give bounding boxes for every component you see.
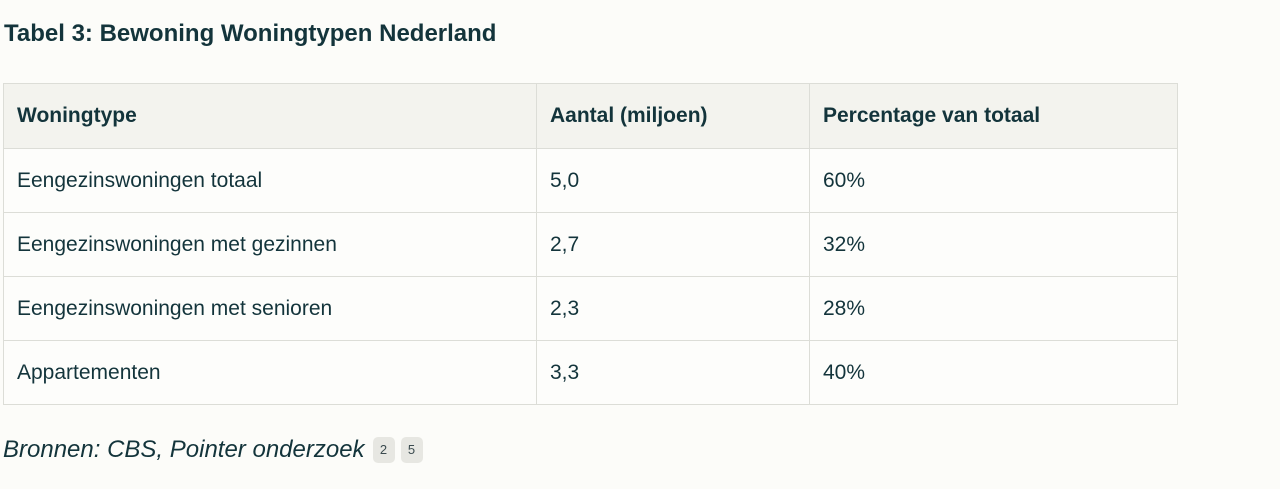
citation-badge[interactable]: 2: [372, 437, 395, 463]
housing-types-table: Woningtype Aantal (miljoen) Percentage v…: [3, 83, 1178, 405]
header-aantal: Aantal (miljoen): [536, 83, 810, 149]
cell-percentage: 32%: [809, 212, 1178, 277]
table-row: Appartementen 3,3 40%: [3, 340, 1178, 405]
cell-percentage: 60%: [809, 148, 1178, 213]
cell-percentage: 28%: [809, 276, 1178, 341]
table-row: Eengezinswoningen met senioren 2,3 28%: [3, 276, 1178, 341]
cell-percentage: 40%: [809, 340, 1178, 405]
citation-badge[interactable]: 5: [400, 437, 423, 463]
table-row: Eengezinswoningen met gezinnen 2,7 32%: [3, 212, 1178, 277]
cell-woningtype: Eengezinswoningen met gezinnen: [3, 212, 537, 277]
cell-aantal: 2,7: [536, 212, 810, 277]
cell-aantal: 2,3: [536, 276, 810, 341]
sources-text: Bronnen: CBS, Pointer onderzoek: [3, 436, 365, 463]
table-row: Eengezinswoningen totaal 5,0 60%: [3, 148, 1178, 213]
cell-woningtype: Eengezinswoningen met senioren: [3, 276, 537, 341]
cell-woningtype: Eengezinswoningen totaal: [3, 148, 537, 213]
table-header-row: Woningtype Aantal (miljoen) Percentage v…: [3, 83, 1178, 149]
header-percentage: Percentage van totaal: [809, 83, 1178, 149]
header-woningtype: Woningtype: [3, 83, 537, 149]
cell-woningtype: Appartementen: [3, 340, 537, 405]
cell-aantal: 3,3: [536, 340, 810, 405]
sources-line: Bronnen: CBS, Pointer onderzoek 2 5: [3, 432, 423, 468]
cell-aantal: 5,0: [536, 148, 810, 213]
table-title: Tabel 3: Bewoning Woningtypen Nederland: [4, 20, 497, 47]
